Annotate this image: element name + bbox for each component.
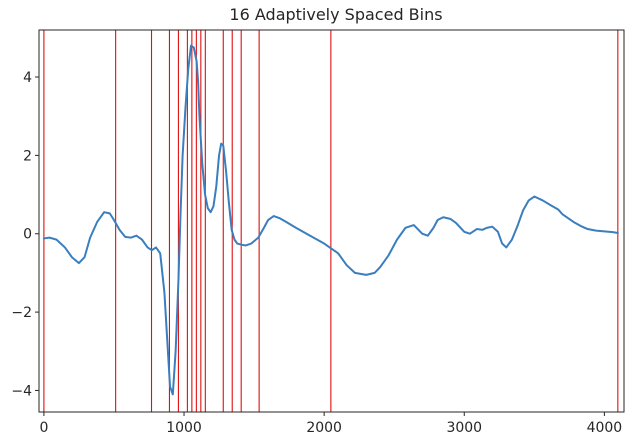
bin-edge-lines [43,30,619,412]
y-tick-label: 4 [23,70,32,86]
x-tick-label: 1000 [166,420,202,436]
plot-frame [38,29,625,413]
x-tick-label: 0 [39,420,48,436]
y-axis: −4 −2 0 2 4 [11,70,39,399]
x-tick-label: 3000 [446,420,482,436]
series-group [42,44,619,396]
x-axis: 0 1000 2000 3000 4000 [39,412,622,436]
x-tick-label: 2000 [306,420,342,436]
chart-title: 16 Adaptively Spaced Bins [229,5,442,24]
series-line [42,44,619,396]
x-tick-label: 4000 [587,420,623,436]
y-tick-label: 2 [23,148,32,164]
y-tick-label: −4 [11,383,32,399]
y-tick-label: −2 [11,305,32,321]
y-tick-label: 0 [23,227,32,243]
